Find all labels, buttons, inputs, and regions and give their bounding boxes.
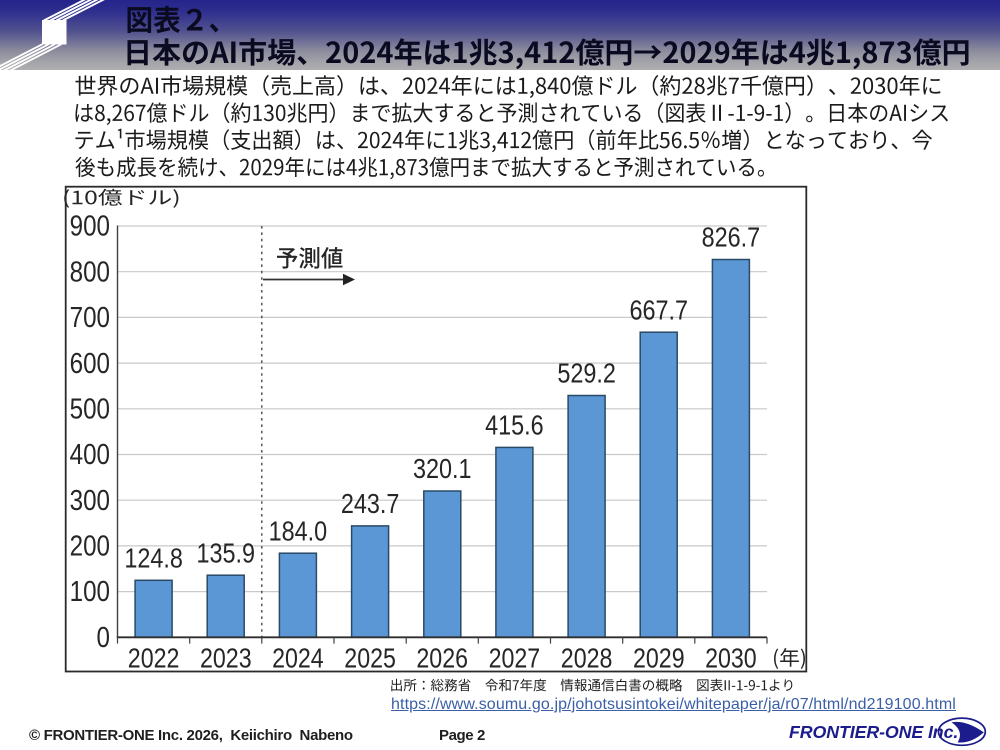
svg-text:100: 100 <box>70 575 110 608</box>
svg-text:200: 200 <box>70 529 110 562</box>
svg-text:500: 500 <box>70 392 110 425</box>
svg-text:529.2: 529.2 <box>557 359 616 389</box>
svg-text:2026: 2026 <box>416 643 468 673</box>
svg-text:600: 600 <box>70 347 110 380</box>
svg-text:243.7: 243.7 <box>341 489 400 519</box>
svg-text:300: 300 <box>70 484 110 517</box>
svg-text:2023: 2023 <box>200 643 252 673</box>
svg-text:2027: 2027 <box>489 643 541 673</box>
svg-text:320.1: 320.1 <box>413 454 472 484</box>
svg-text:2030: 2030 <box>705 643 757 673</box>
svg-text:700: 700 <box>70 301 110 334</box>
svg-text:2025: 2025 <box>344 643 396 673</box>
svg-text:2024: 2024 <box>272 643 324 673</box>
svg-text:124.8: 124.8 <box>124 544 183 574</box>
svg-text:2029: 2029 <box>633 643 685 673</box>
svg-text:2022: 2022 <box>128 643 180 673</box>
svg-text:415.6: 415.6 <box>485 411 544 441</box>
svg-text:2028: 2028 <box>561 643 613 673</box>
svg-text:667.7: 667.7 <box>630 295 689 325</box>
svg-text:184.0: 184.0 <box>269 516 328 546</box>
svg-text:400: 400 <box>70 438 110 471</box>
svg-text:0: 0 <box>97 621 110 654</box>
svg-text:826.7: 826.7 <box>702 223 761 253</box>
svg-text:900: 900 <box>70 210 110 243</box>
svg-text:135.9: 135.9 <box>197 538 256 568</box>
svg-text:800: 800 <box>70 255 110 288</box>
